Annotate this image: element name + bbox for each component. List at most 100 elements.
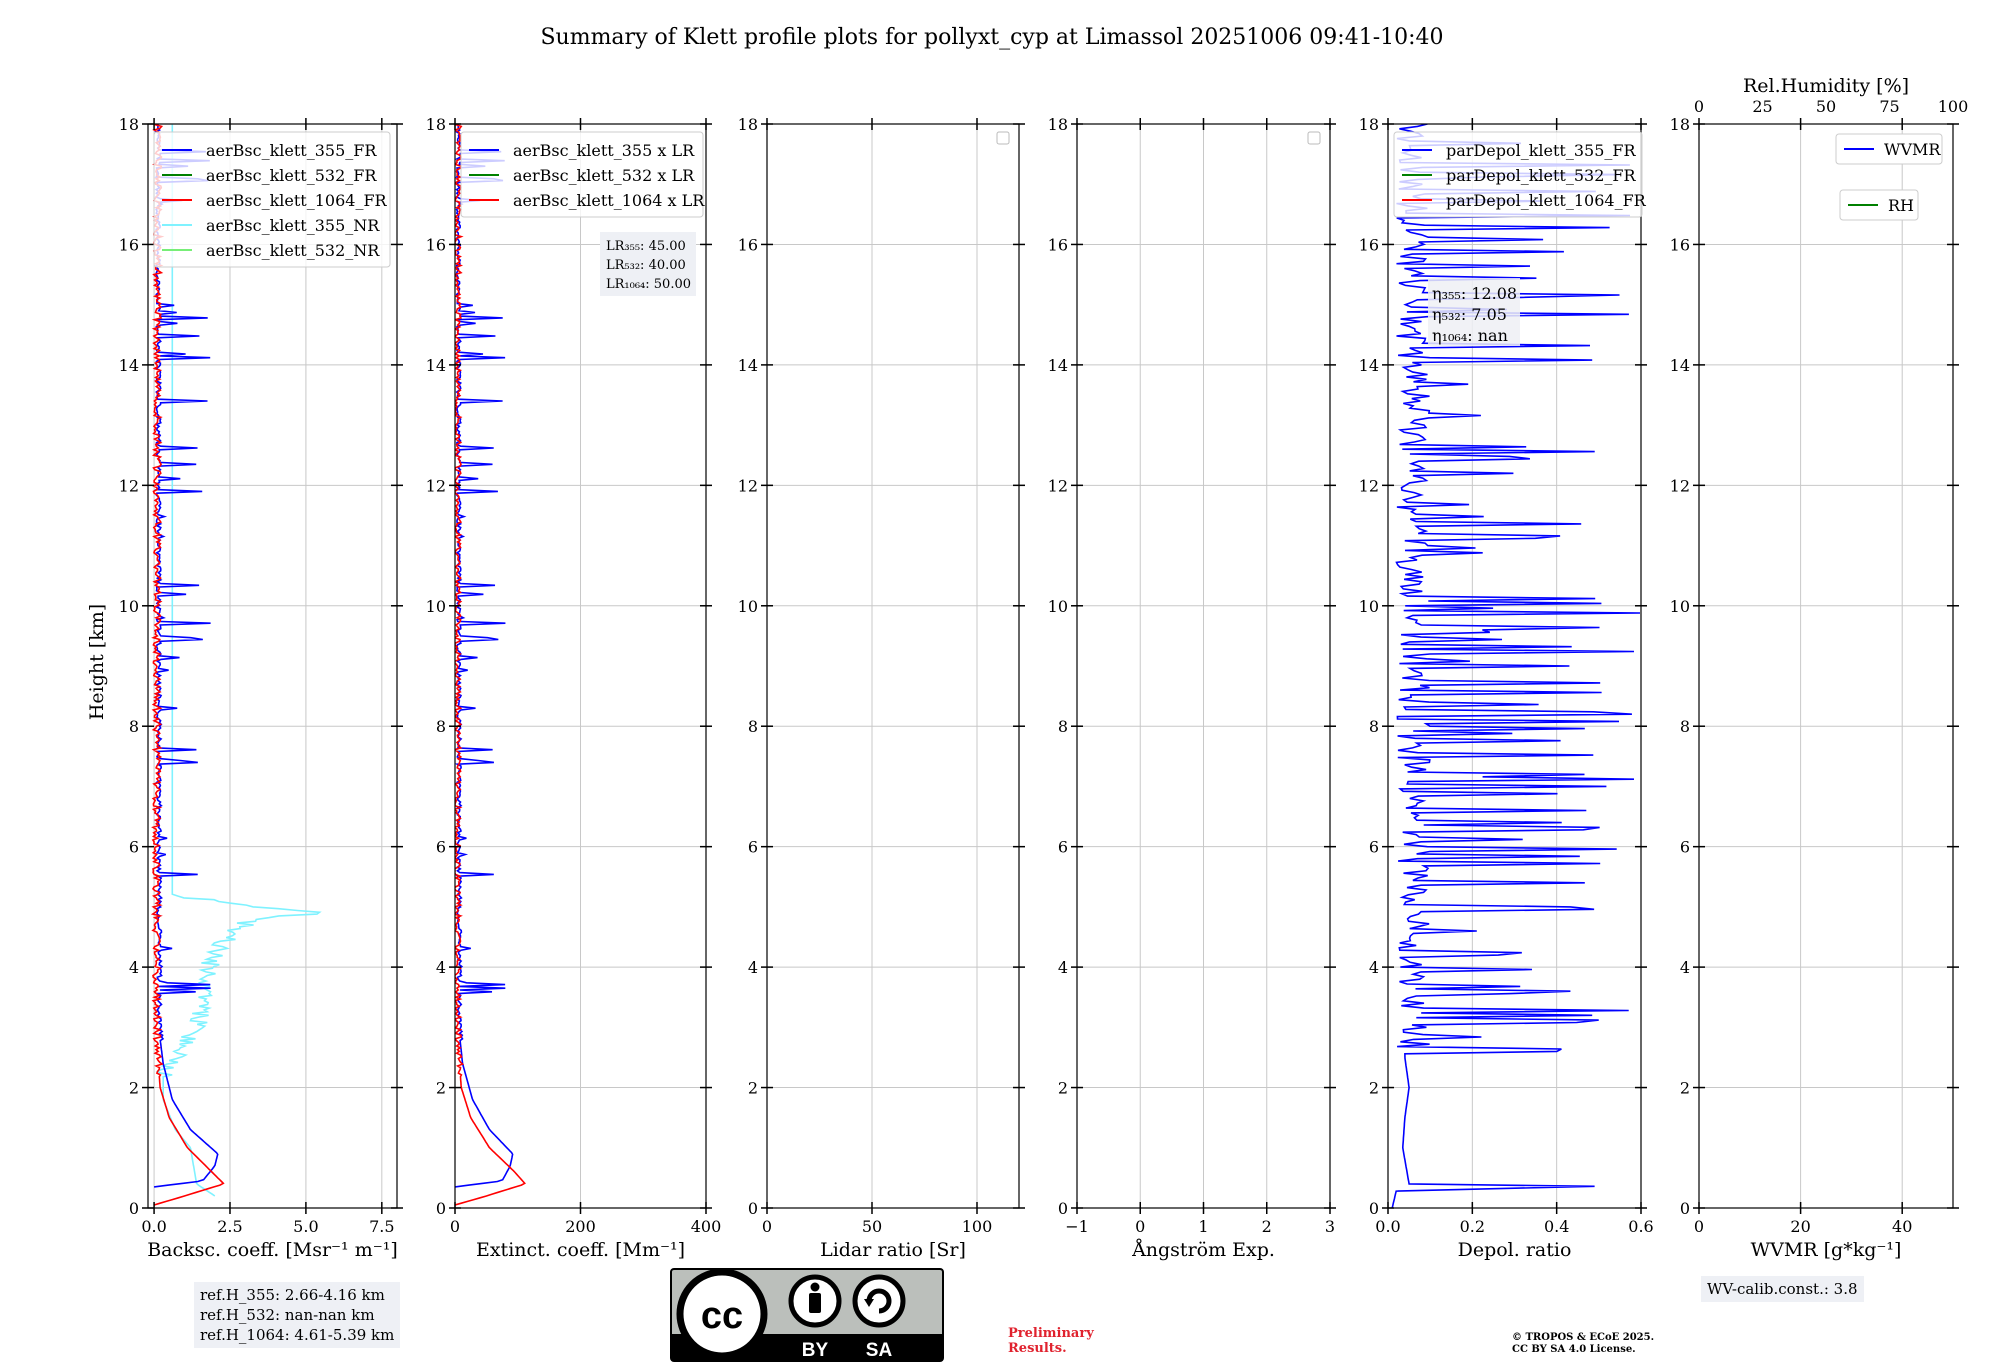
axes-frame — [1698, 123, 1954, 1209]
x-tick-label: 200 — [565, 1217, 596, 1236]
legend-label: parDepol_klett_532_FR — [1446, 166, 1637, 185]
y-axis-label: Height [km] — [86, 604, 108, 720]
x-axis-label: Backsc. coeff. [Msr⁻¹ m⁻¹] — [147, 1239, 398, 1261]
legend-label: WVMR — [1884, 140, 1941, 159]
y-tick-label: 2 — [1058, 1079, 1068, 1098]
y-tick-label: 18 — [119, 115, 139, 134]
cc-circle-icon — [676, 1268, 768, 1360]
series-aerBsc_klett_1064 x LR — [455, 124, 526, 1206]
y-tick-label: 10 — [1048, 597, 1068, 616]
y-tick-label: 12 — [1670, 476, 1690, 495]
top-x-tick-label: 75 — [1879, 97, 1899, 116]
y-tick-label: 8 — [1680, 717, 1690, 736]
top-x-tick-label: 0 — [1694, 97, 1704, 116]
x-tick-label: 0 — [1694, 1217, 1704, 1236]
y-tick-label: 12 — [1359, 476, 1379, 495]
y-tick-label: 6 — [1680, 838, 1690, 857]
ref-height-1064: ref.H_1064: 4.61-5.39 km — [200, 1326, 395, 1344]
x-tick-label: 100 — [962, 1217, 993, 1236]
y-tick-label: 0 — [1680, 1199, 1690, 1218]
y-tick-label: 2 — [129, 1079, 139, 1098]
y-tick-label: 14 — [426, 356, 446, 375]
x-axis-label: Ångström Exp. — [1131, 1239, 1275, 1261]
series-group — [150, 124, 322, 1206]
y-tick-label: 18 — [738, 115, 758, 134]
x-tick-label: 7.5 — [369, 1217, 394, 1236]
y-tick-label: 12 — [119, 476, 139, 495]
y-tick-label: 0 — [436, 1199, 446, 1218]
y-tick-label: 18 — [1048, 115, 1068, 134]
series-aerBsc_klett_355_FR — [153, 124, 219, 1188]
y-tick-label: 10 — [119, 597, 139, 616]
y-tick-label: 6 — [748, 838, 758, 857]
y-tick-label: 16 — [1048, 235, 1068, 254]
y-tick-label: 0 — [1058, 1199, 1068, 1218]
y-tick-label: 2 — [1369, 1079, 1379, 1098]
x-tick-label: 5.0 — [293, 1217, 318, 1236]
x-tick-label: −1 — [1065, 1217, 1089, 1236]
y-tick-label: 4 — [436, 958, 446, 977]
top-x-tick-label: 50 — [1816, 97, 1836, 116]
x-axis-label: Depol. ratio — [1458, 1239, 1572, 1261]
top-x-tick-label: 100 — [1938, 97, 1969, 116]
axes-frame — [147, 123, 398, 1209]
x-tick-label: 2.5 — [217, 1217, 242, 1236]
legend-label: aerBsc_klett_1064_FR — [206, 191, 388, 210]
series-aerBsc_klett_355 x LR — [455, 124, 514, 1188]
legend-box — [1839, 189, 1919, 221]
y-tick-label: 8 — [748, 717, 758, 736]
x-tick-label: 0.4 — [1544, 1217, 1569, 1236]
y-tick-label: 10 — [1670, 597, 1690, 616]
cc-by-sa-badge[interactable]: cc BY SA — [670, 1268, 944, 1362]
y-tick-label: 16 — [1670, 235, 1690, 254]
y-tick-label: 4 — [1680, 958, 1690, 977]
y-tick-label: 6 — [129, 838, 139, 857]
legend-label: aerBsc_klett_532 x LR — [513, 166, 695, 185]
x-tick-label: 0.6 — [1628, 1217, 1653, 1236]
y-tick-label: 6 — [1058, 838, 1068, 857]
share-alike-icon — [852, 1274, 906, 1328]
legend-label: parDepol_klett_1064_FR — [1446, 191, 1647, 210]
top-x-tick-label: 25 — [1752, 97, 1772, 116]
legend-box — [1835, 133, 1943, 165]
x-axis-label: WVMR [g*kg⁻¹] — [1751, 1239, 1902, 1261]
axes-frame — [766, 123, 1020, 1209]
preliminary-results-note: Preliminary Results. — [1008, 1326, 1094, 1356]
empty-legend-box — [996, 131, 1010, 145]
lr-label: LR₃₅₅: 45.00 — [606, 239, 686, 254]
y-tick-label: 16 — [1359, 235, 1379, 254]
y-tick-label: 12 — [1048, 476, 1068, 495]
y-tick-label: 18 — [1359, 115, 1379, 134]
y-tick-label: 14 — [119, 356, 139, 375]
y-tick-label: 2 — [436, 1079, 446, 1098]
series-aerBsc_klett_355_NR — [155, 124, 322, 1197]
y-tick-label: 2 — [1680, 1079, 1690, 1098]
y-tick-label: 14 — [738, 356, 758, 375]
copyright-line-2: CC BY SA 4.0 License. — [1512, 1344, 1636, 1355]
eta-label: η₁₀₆₄: nan — [1432, 326, 1508, 345]
y-tick-label: 10 — [1359, 597, 1379, 616]
y-tick-label: 10 — [738, 597, 758, 616]
x-tick-label: 400 — [691, 1217, 722, 1236]
panel-depol: 0 2 4 6 8 10 12 14 16 18 0.0 0.2 0.4 0.6 Depol. ratio p… — [1359, 115, 1654, 1261]
preliminary-line-1: Preliminary — [1008, 1326, 1094, 1341]
legend-label: aerBsc_klett_1064 x LR — [513, 191, 705, 210]
badge-sa-label: SA — [866, 1340, 893, 1361]
empty-legend-box — [1307, 131, 1321, 145]
copyright-note: © TROPOS & ECoE 2025. CC BY SA 4.0 Licen… — [1512, 1332, 1654, 1356]
ref-height-355: ref.H_355: 2.66-4.16 km — [200, 1286, 385, 1304]
x-axis-label: Extinct. coeff. [Mm⁻¹] — [476, 1239, 685, 1261]
preliminary-line-2: Results. — [1008, 1341, 1067, 1356]
y-tick-label: 8 — [1058, 717, 1068, 736]
y-tick-label: 6 — [1369, 838, 1379, 857]
series-parDepol_klett_355_FR — [1391, 124, 1641, 1208]
figure-title: Summary of Klett profile plots for polly… — [540, 25, 1443, 50]
badge-by-label: BY — [802, 1340, 829, 1361]
y-tick-label: 14 — [1048, 356, 1068, 375]
x-tick-label: 0 — [762, 1217, 772, 1236]
wv-calibration-constant: WV-calib.const.: 3.8 — [1707, 1280, 1858, 1298]
lr-label: LR₁₀₆₄: 50.00 — [606, 277, 691, 292]
